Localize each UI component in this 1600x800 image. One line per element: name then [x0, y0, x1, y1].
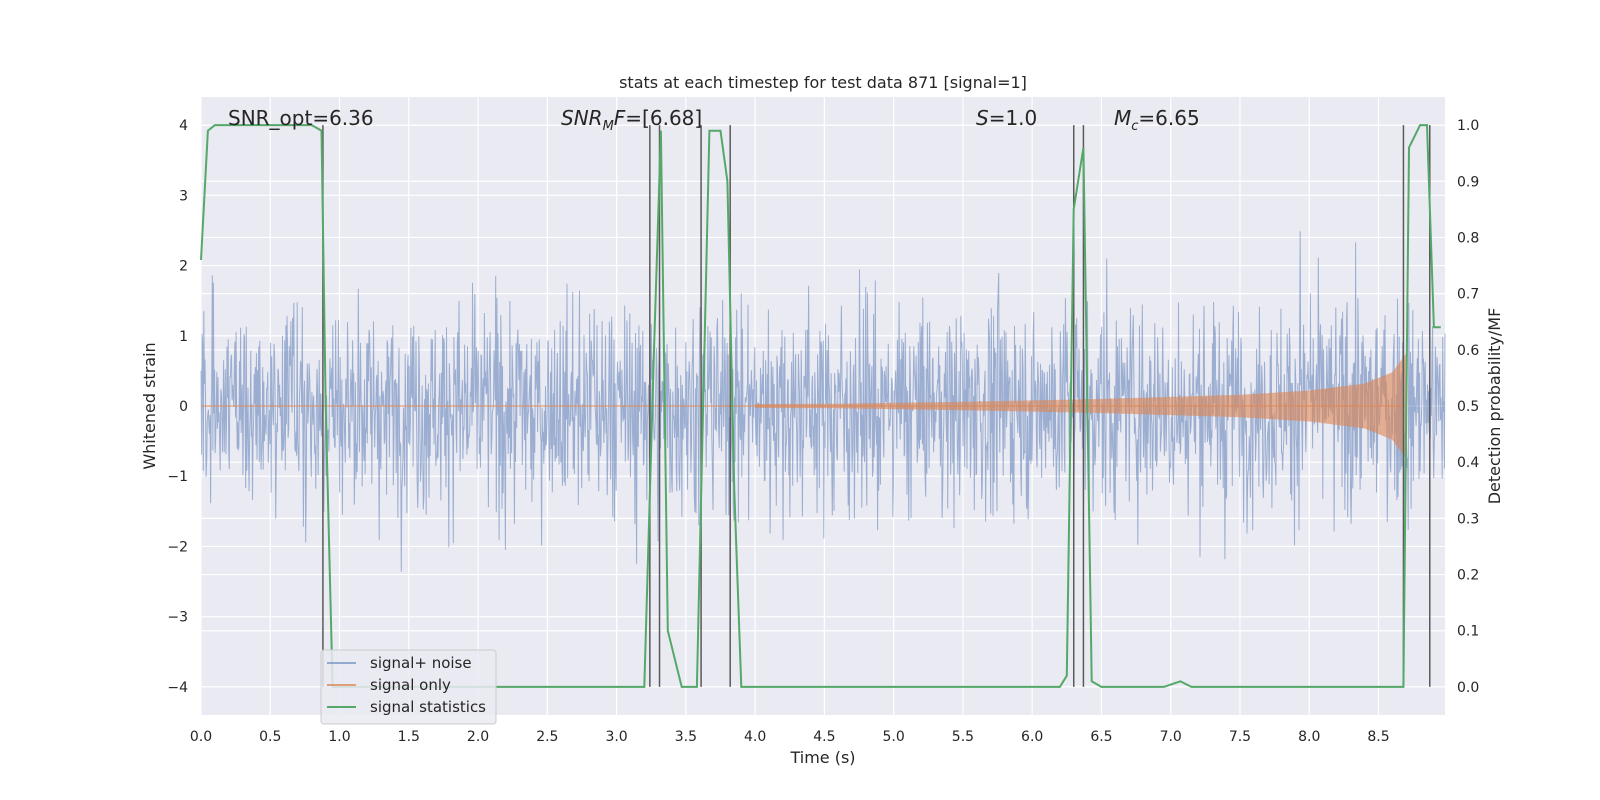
x-tick-label: 5.0: [883, 729, 905, 745]
y2-tick-label: 0.7: [1457, 287, 1479, 303]
x-tick-label: 7.0: [1160, 729, 1182, 745]
y2-tick-label: 0.2: [1457, 568, 1479, 584]
x-tick-label: 0.0: [190, 729, 212, 745]
series-line-signal-statistics: [200, 124, 1441, 688]
y2-tick-label: 0.9: [1457, 174, 1479, 190]
y2-tick-labels: 1.0 0.9 0.8 0.7 0.6 0.5 0.4 0.3 0.2 0.1 0.0: [1457, 118, 1479, 696]
annotation-snr-mf: SNRMF=[6.68]: [561, 106, 702, 134]
y-tick-label: 3: [179, 188, 188, 204]
x-tick-label: 1.5: [398, 729, 420, 745]
vertical-markers: [322, 125, 1431, 687]
y2-tick-label: 0.6: [1457, 343, 1479, 359]
x-tick-label: 6.5: [1090, 729, 1112, 745]
x-tick-label: 8.0: [1298, 729, 1320, 745]
y2-tick-label: 0.5: [1457, 399, 1479, 415]
legend: signal+ noise signal only signal statist…: [320, 649, 497, 725]
y-tick-label: 0: [179, 399, 188, 415]
y2-tick-label: 0.1: [1457, 624, 1479, 640]
y-tick-label: 1: [179, 329, 188, 345]
x-tick-label: 8.5: [1367, 729, 1389, 745]
x-tick-label: 4.0: [744, 729, 766, 745]
series-signal-only: [201, 353, 1407, 459]
x-tick-label: 6.0: [1021, 729, 1043, 745]
y-tick-label: 4: [179, 118, 188, 134]
y-tick-label: −2: [167, 539, 188, 555]
x-tick-labels: 0.0 0.5 1.0 1.5 2.0 2.5 3.0 3.5 4.0 4.5 5.0 5.5 6.0 6…: [190, 729, 1390, 745]
x-axis-label: Time (s): [789, 748, 855, 767]
annotation-snr-opt: SNR_opt=6.36: [228, 106, 374, 130]
y2-tick-label: 1.0: [1457, 118, 1479, 134]
series-signal-statistics: [200, 124, 1441, 688]
y-tick-label: −1: [167, 469, 188, 485]
x-tick-label: 2.5: [536, 729, 558, 745]
x-tick-label: 1.0: [328, 729, 350, 745]
y2-axis-label: Detection probability/MF: [1485, 308, 1504, 505]
legend-label-signal-noise: signal+ noise: [370, 654, 472, 672]
y-tick-label: −3: [167, 610, 188, 626]
x-tick-label: 0.5: [259, 729, 281, 745]
annotation-mc: Mc=6.65: [1114, 106, 1200, 134]
annotation-s: S=1.0: [976, 106, 1037, 130]
y-axis-label: Whitened strain: [140, 342, 159, 469]
legend-label-signal-statistics: signal statistics: [370, 698, 486, 716]
y2-tick-label: 0.3: [1457, 511, 1479, 527]
series-signal-noise: [200, 231, 1446, 572]
y2-tick-label: 0.4: [1457, 455, 1479, 471]
y-tick-labels: 4 3 2 1 0 −1 −2 −3 −4: [167, 118, 188, 696]
y-tick-label: 2: [179, 259, 188, 275]
legend-label-signal-only: signal only: [370, 676, 451, 694]
y-tick-label: −4: [167, 680, 188, 696]
y2-tick-label: 0.0: [1457, 680, 1479, 696]
x-tick-label: 7.5: [1229, 729, 1251, 745]
x-tick-label: 3.0: [605, 729, 627, 745]
x-tick-label: 2.0: [467, 729, 489, 745]
chart-title: stats at each timestep for test data 871…: [619, 73, 1027, 92]
x-tick-label: 3.5: [675, 729, 697, 745]
legend-box: [320, 649, 497, 725]
x-tick-label: 5.5: [952, 729, 974, 745]
x-tick-label: 4.5: [813, 729, 835, 745]
series-line-signal-noise: [200, 231, 1446, 572]
y2-tick-label: 0.8: [1457, 230, 1479, 246]
